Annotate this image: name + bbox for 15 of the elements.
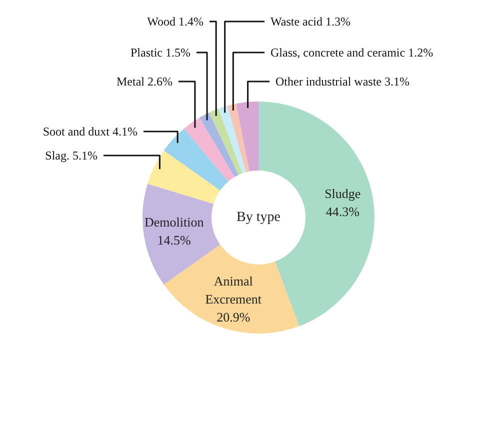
slice-label: Waste acid 1.3% xyxy=(270,14,351,28)
text: By type xyxy=(236,210,280,225)
slice-label: Plastic 1.5% xyxy=(130,46,191,60)
slice-label: Animal Excrement xyxy=(205,274,262,307)
slice-label: Metal 2.6% xyxy=(116,74,173,88)
slice-label: Demolition xyxy=(144,214,204,230)
data-label: 14.5% xyxy=(157,232,192,248)
slice-label: Sludge xyxy=(324,186,361,201)
slice-label: Soot and duxt 4.1% xyxy=(42,124,138,138)
slice-label: Wood 1.4% xyxy=(147,14,204,28)
slice-label: Other industrial waste 3.1% xyxy=(276,74,410,88)
data-label: 20.9% xyxy=(216,310,250,325)
slice-label: Slag. 5.1% xyxy=(45,148,98,162)
data-label: 44.3% xyxy=(326,204,360,219)
slice-label: Glass, concrete and ceramic 1.2% xyxy=(270,46,434,60)
